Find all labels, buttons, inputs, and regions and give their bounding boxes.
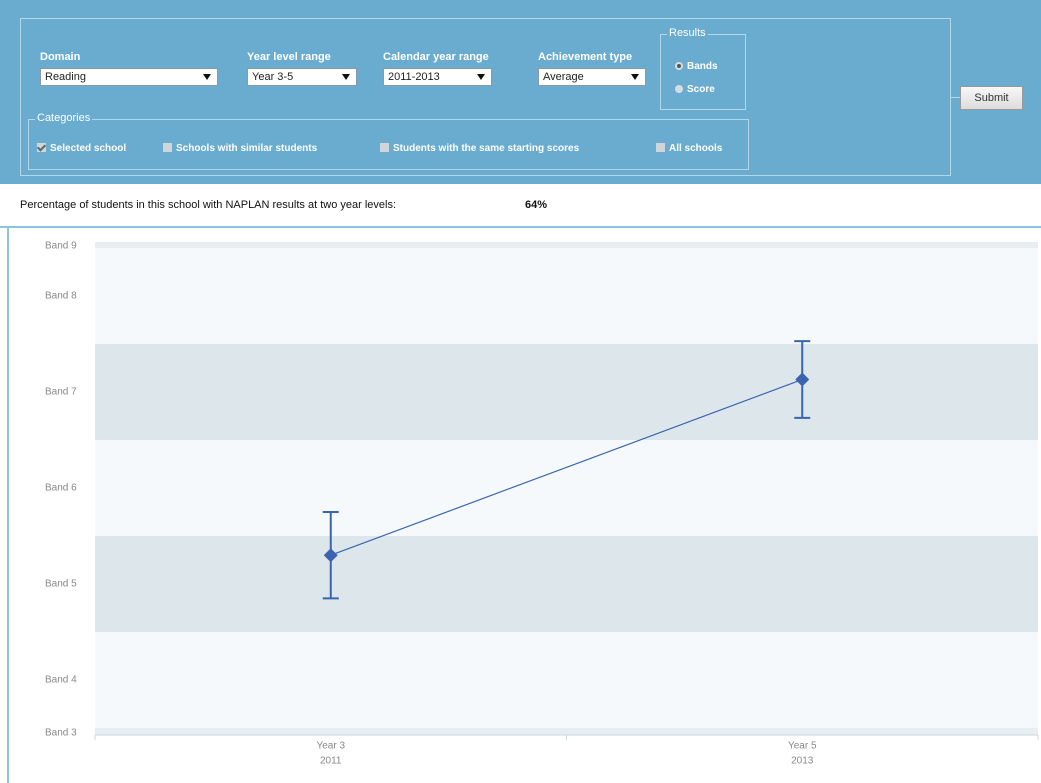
radio[interactable] bbox=[675, 85, 683, 93]
y-tick-label: Band 6 bbox=[45, 483, 77, 494]
checkbox-option[interactable]: Students with the same starting scores bbox=[380, 143, 579, 154]
group-legend: Results bbox=[667, 27, 708, 39]
connector bbox=[951, 97, 961, 98]
field-label: Domain bbox=[40, 51, 81, 63]
option-label: Score bbox=[687, 84, 715, 95]
filter-frame bbox=[20, 18, 951, 176]
band-shade bbox=[95, 344, 1038, 440]
checkbox[interactable] bbox=[656, 143, 665, 152]
dropdown[interactable]: 2011-2013 bbox=[383, 68, 492, 86]
radio-option[interactable]: Bands bbox=[675, 61, 718, 72]
field-label: Calendar year range bbox=[383, 51, 489, 63]
dropdown[interactable]: Year 3-5 bbox=[247, 68, 357, 86]
option-label: Schools with similar students bbox=[176, 143, 318, 154]
checkbox[interactable] bbox=[380, 143, 389, 152]
option-label: Bands bbox=[687, 61, 718, 72]
group-legend: Categories bbox=[35, 112, 93, 124]
summary-value: 64% bbox=[525, 199, 548, 211]
y-tick-label: Band 3 bbox=[45, 728, 77, 739]
filter-panel: Domain Reading Year level range Year 3-5… bbox=[0, 0, 1041, 184]
point bbox=[323, 548, 338, 563]
y-tick-label: Band 7 bbox=[45, 387, 77, 398]
x-tick-label: Year 5 bbox=[788, 741, 817, 752]
x-tick-year: 2011 bbox=[320, 756, 342, 767]
checkbox-option[interactable]: Schools with similar students bbox=[163, 143, 317, 154]
dropdown[interactable]: Average bbox=[538, 68, 646, 86]
x-tick-label: Year 3 bbox=[316, 741, 345, 752]
point bbox=[795, 372, 810, 387]
categories-group: Categories Selected school Schools with … bbox=[28, 112, 749, 170]
checkbox[interactable] bbox=[163, 143, 172, 152]
radio-option[interactable]: Score bbox=[675, 84, 715, 95]
y-tick-label: Band 9 bbox=[45, 241, 77, 252]
results-group: Results Bands Score bbox=[660, 27, 746, 110]
checkbox-option[interactable]: Selected school bbox=[37, 143, 126, 154]
y-tick-label: Band 8 bbox=[45, 291, 77, 302]
y-tick-label: Band 4 bbox=[45, 675, 77, 686]
y-tick-label: Band 5 bbox=[45, 579, 77, 590]
field-label: Year level range bbox=[247, 51, 331, 63]
option-label: All schools bbox=[669, 143, 723, 154]
chart: Band 3 Band 4 Band 5 Band 6 Band 7 Band 8 Band… bbox=[0, 226, 1041, 783]
band-shade bbox=[95, 536, 1038, 632]
field-label: Achievement type bbox=[538, 51, 633, 63]
checkbox-option[interactable]: All schools bbox=[656, 143, 722, 154]
radio[interactable] bbox=[675, 62, 683, 70]
summary-label: Percentage of students in this school wi… bbox=[20, 199, 397, 211]
checkbox[interactable] bbox=[37, 143, 46, 152]
submit-button[interactable]: Submit bbox=[960, 86, 1023, 110]
option-label: Selected school bbox=[50, 143, 127, 154]
plot-area bbox=[95, 248, 1038, 728]
dropdown[interactable]: Reading bbox=[40, 68, 218, 86]
x-tick-year: 2013 bbox=[791, 756, 814, 767]
series-line bbox=[330, 378, 803, 556]
option-label: Students with the same starting scores bbox=[393, 143, 580, 154]
